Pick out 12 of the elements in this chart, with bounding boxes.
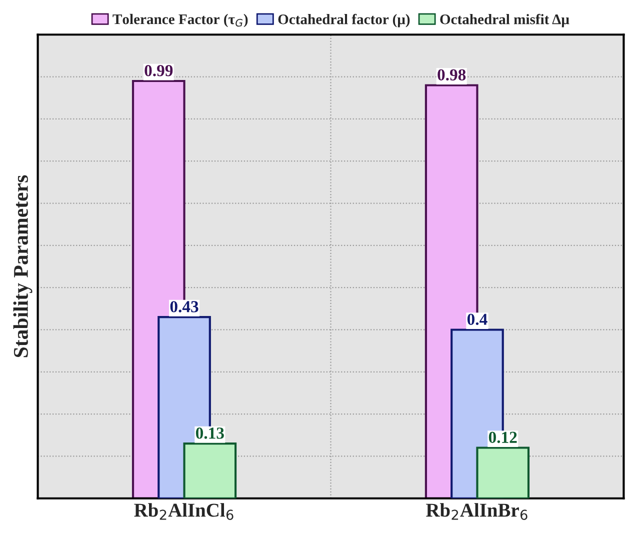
y-axis-title: Stability Parameters — [13, 175, 32, 358]
data-label: 0.43 — [170, 301, 198, 312]
data-label: 0.99 — [144, 64, 173, 76]
data-label: 0.4 — [467, 314, 488, 326]
legend-label: Octahedral misfit Δμ — [440, 14, 570, 28]
x-tick-label: Rb$_{2}$AlInBr$_{6}$ — [426, 503, 528, 520]
legend-label: Tolerance Factor (τ$_{G}$) — [112, 14, 248, 28]
data-label: 0.12 — [488, 432, 517, 444]
x-tick-label: Rb$_{2}$AlInCl$_{6}$ — [134, 503, 234, 520]
data-label: 0.13 — [196, 428, 224, 439]
data-label: 0.98 — [438, 69, 466, 81]
legend-label: Octahedral factor (μ) — [278, 14, 410, 28]
